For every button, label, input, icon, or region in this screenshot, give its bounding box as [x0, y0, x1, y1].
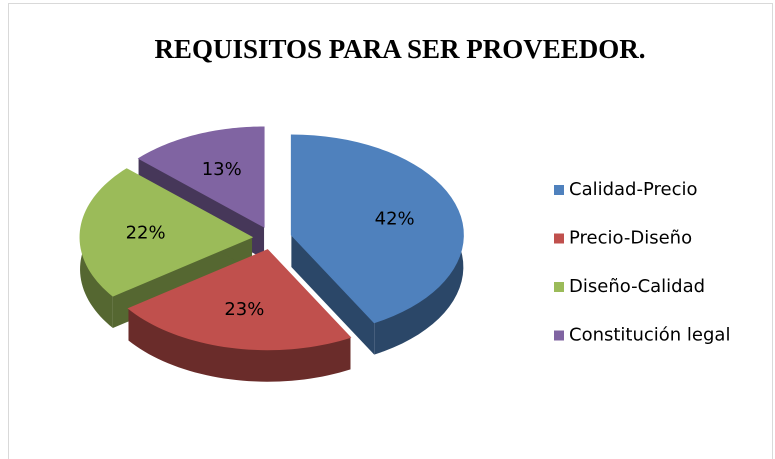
slice-side: [128, 308, 351, 382]
chart-title: REQUISITOS PARA SER PROVEEDOR.: [154, 34, 645, 64]
slice: [127, 249, 352, 382]
legend-label: Calidad-Precio: [569, 179, 698, 200]
slice: [127, 249, 352, 351]
data-label: 13%: [202, 159, 242, 180]
legend-label: Diseño-Calidad: [569, 276, 705, 297]
chart-border: [8, 3, 773, 459]
legend-swatch: [554, 233, 564, 244]
legend-label: Precio-Diseño: [569, 228, 692, 249]
slice: [79, 168, 254, 297]
data-label: 23%: [224, 299, 264, 320]
slice-side: [291, 235, 375, 355]
legend-swatch: [554, 282, 564, 292]
slice: [290, 134, 464, 355]
slice: [290, 134, 464, 324]
slice: [137, 126, 265, 228]
legend-swatch: [554, 330, 564, 341]
data-label: 42%: [375, 209, 415, 230]
legend-swatch: [554, 185, 564, 195]
data-label: 22%: [126, 222, 166, 243]
legend-label: Constitución legal: [569, 325, 730, 346]
